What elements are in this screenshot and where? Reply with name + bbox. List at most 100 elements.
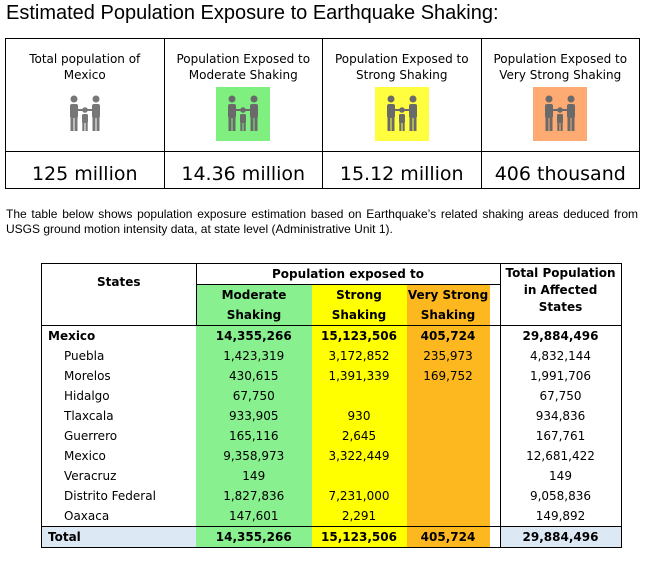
cell-strong xyxy=(311,466,407,486)
cell-total: 934,836 xyxy=(499,406,622,426)
people-icon xyxy=(57,87,112,141)
cell-very-strong xyxy=(406,486,490,506)
cell-total: 149,892 xyxy=(499,506,622,527)
table-row: Mexico 9,358,973 3,322,449 12,681,422 xyxy=(41,446,622,466)
cell-state: Mexico xyxy=(41,446,196,466)
description-paragraph: The table below shows population exposur… xyxy=(6,207,638,236)
card-divider xyxy=(323,151,481,152)
cell-very-strong xyxy=(406,426,490,446)
cell-total: 149 xyxy=(499,466,622,486)
cell-very-strong xyxy=(406,506,490,527)
card-label: Population Exposed to Moderate Shaking xyxy=(176,52,311,82)
table-row: Puebla 1,423,319 3,172,852 235,973 4,832… xyxy=(41,346,622,366)
cell-strong: 3,172,852 xyxy=(311,346,407,366)
cell-state: Hidalgo xyxy=(41,386,196,406)
cell-state: Total xyxy=(41,526,196,548)
cell-very-strong: 405,724 xyxy=(406,526,490,548)
table-row-country: Mexico 14,355,266 15,123,506 405,724 29,… xyxy=(41,325,622,346)
cell-moderate: 14,355,266 xyxy=(196,325,312,346)
cell-moderate: 9,358,973 xyxy=(196,446,312,466)
spacer-cell xyxy=(489,466,500,486)
card-divider xyxy=(6,151,164,152)
table-row: Oaxaca 147,601 2,291 149,892 xyxy=(41,506,622,527)
card-strong-shaking: Population Exposed to Strong Shaking 15.1… xyxy=(323,39,482,188)
cell-state: Mexico xyxy=(41,325,196,346)
cell-state: Oaxaca xyxy=(41,506,196,527)
spacer-cell xyxy=(489,346,500,366)
cell-total: 29,884,496 xyxy=(499,325,622,346)
cell-state: Tlaxcala xyxy=(41,406,196,426)
spacer-cell xyxy=(489,486,500,506)
card-very-strong-shaking: Population Exposed to Very Strong Shaking… xyxy=(481,39,639,188)
cell-very-strong: 169,752 xyxy=(406,366,490,386)
cell-state: Puebla xyxy=(41,346,196,366)
cell-very-strong xyxy=(406,446,490,466)
cell-strong: 2,645 xyxy=(311,426,407,446)
cell-moderate: 1,423,319 xyxy=(196,346,312,366)
table-row: Distrito Federal 1,827,836 7,231,000 9,0… xyxy=(41,486,622,506)
cell-total: 4,832,144 xyxy=(499,346,622,366)
card-divider xyxy=(164,151,322,152)
card-divider xyxy=(481,151,639,152)
cell-moderate: 933,905 xyxy=(196,406,312,426)
page-title: Estimated Population Exposure to Earthqu… xyxy=(6,2,499,24)
table-row: Veracruz 149 149 xyxy=(41,466,622,486)
table-row: Morelos 430,615 1,391,339 169,752 1,991,… xyxy=(41,366,622,386)
table-row: Guerrero 165,116 2,645 167,761 xyxy=(41,426,622,446)
spacer-cell xyxy=(489,366,500,386)
cell-state: Veracruz xyxy=(41,466,196,486)
cell-very-strong xyxy=(406,386,490,406)
spacer-cell xyxy=(489,386,500,406)
col-header-exposed: Population exposed to xyxy=(195,263,501,285)
cell-moderate: 149 xyxy=(196,466,312,486)
table-row: Tlaxcala 933,905 930 934,836 xyxy=(41,406,622,426)
col-header-very-strong: Very Strong Shaking xyxy=(406,284,490,326)
people-icon xyxy=(374,87,429,141)
cell-total: 1,991,706 xyxy=(499,366,622,386)
spacer-cell xyxy=(489,446,500,466)
cell-state: Morelos xyxy=(41,366,196,386)
col-header-states: States xyxy=(41,263,197,326)
cell-strong: 930 xyxy=(311,406,407,426)
spacer-cell xyxy=(489,526,500,548)
col-header-strong: Strong Shaking xyxy=(311,284,407,326)
cell-very-strong: 405,724 xyxy=(406,325,490,346)
cell-moderate: 147,601 xyxy=(196,506,312,527)
spacer-cell xyxy=(489,506,500,527)
cell-moderate: 165,116 xyxy=(196,426,312,446)
col-header-moderate: Moderate Shaking xyxy=(196,284,312,326)
card-total-population: Total population of Mexico 125 million xyxy=(6,39,165,188)
cell-total: 9,058,836 xyxy=(499,486,622,506)
exposure-summary-cards: Total population of Mexico 125 million Po… xyxy=(5,38,640,189)
cell-strong: 1,391,339 xyxy=(311,366,407,386)
cell-strong xyxy=(311,386,407,406)
cell-total: 67,750 xyxy=(499,386,622,406)
cell-strong: 2,291 xyxy=(311,506,407,527)
card-value: 15.12 million xyxy=(339,163,464,185)
cell-total: 167,761 xyxy=(499,426,622,446)
cell-very-strong xyxy=(406,406,490,426)
cell-strong: 15,123,506 xyxy=(311,325,407,346)
card-label: Total population of Mexico xyxy=(29,52,141,82)
people-icon xyxy=(216,87,271,141)
table-row: Hidalgo 67,750 67,750 xyxy=(41,386,622,406)
population-table: States Population exposed to Total Popul… xyxy=(41,263,622,548)
card-value: 125 million xyxy=(31,163,138,185)
cell-strong: 15,123,506 xyxy=(311,526,407,548)
cell-state: Distrito Federal xyxy=(41,486,196,506)
cell-very-strong xyxy=(406,466,490,486)
cell-total: 12,681,422 xyxy=(499,446,622,466)
cell-total: 29,884,496 xyxy=(499,526,622,548)
col-header-total: Total Population in Affected States xyxy=(499,263,622,326)
card-value: 406 thousand xyxy=(494,163,626,185)
card-value: 14.36 million xyxy=(181,163,306,185)
spacer-cell xyxy=(489,426,500,446)
table-row-total: Total 14,355,266 15,123,506 405,724 29,8… xyxy=(41,526,622,548)
cell-moderate: 14,355,266 xyxy=(196,526,312,548)
cell-moderate: 1,827,836 xyxy=(196,486,312,506)
spacer-cell xyxy=(489,325,500,346)
people-icon xyxy=(533,87,588,141)
cell-strong: 3,322,449 xyxy=(311,446,407,466)
card-moderate-shaking: Population Exposed to Moderate Shaking 14… xyxy=(164,39,323,188)
card-label: Population Exposed to Strong Shaking xyxy=(334,52,469,82)
